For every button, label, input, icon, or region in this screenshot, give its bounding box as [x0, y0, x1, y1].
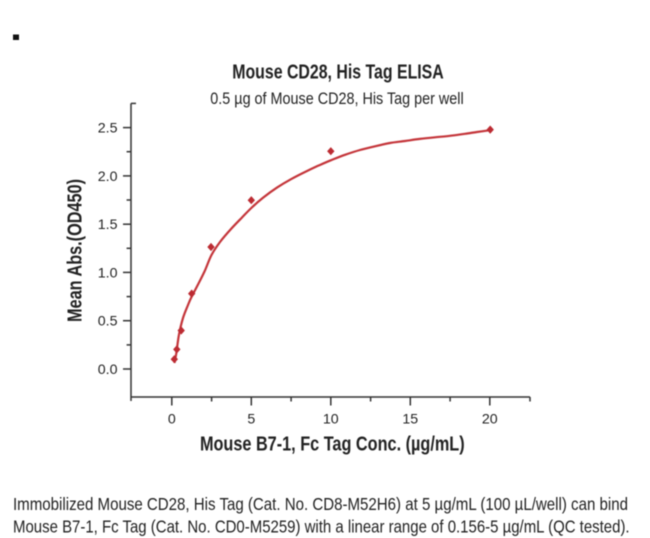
- svg-text:5: 5: [247, 411, 255, 427]
- svg-text:Mouse B7-1, Fc Tag (Cat. No. C: Mouse B7-1, Fc Tag (Cat. No. CD0-M5259) …: [13, 517, 630, 537]
- svg-text:20: 20: [482, 411, 498, 427]
- svg-text:2.0: 2.0: [98, 169, 118, 185]
- svg-text:0.0: 0.0: [98, 362, 118, 378]
- svg-text:Mouse CD28, His Tag ELISA: Mouse CD28, His Tag ELISA: [232, 60, 444, 83]
- svg-text:0: 0: [168, 411, 176, 427]
- svg-text:1.5: 1.5: [98, 217, 118, 233]
- svg-text:10: 10: [323, 411, 339, 427]
- svg-text:0.5: 0.5: [98, 314, 118, 330]
- svg-text:1.0: 1.0: [98, 265, 118, 281]
- svg-text:Mouse B7-1, Fc Tag Conc. (µg/m: Mouse B7-1, Fc Tag Conc. (µg/mL): [200, 434, 465, 456]
- svg-text:0.5 µg of Mouse CD28, His Tag: 0.5 µg of Mouse CD28, His Tag per well: [210, 89, 463, 108]
- svg-text:15: 15: [402, 411, 418, 427]
- svg-text:Mean Abs.(OD450): Mean Abs.(OD450): [65, 179, 87, 322]
- svg-text:Immobilized Mouse CD28, His Ta: Immobilized Mouse CD28, His Tag (Cat. No…: [13, 494, 628, 514]
- svg-text:2.5: 2.5: [98, 121, 118, 137]
